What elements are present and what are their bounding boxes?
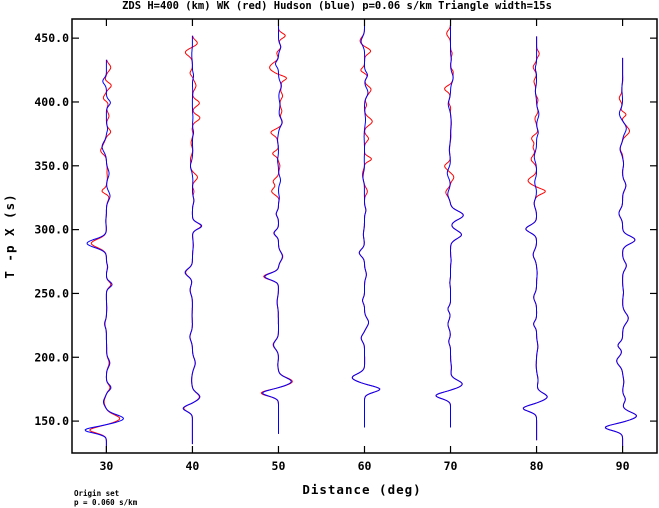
footer-ray-parameter: p = 0.060 s/km	[74, 498, 138, 507]
x-tick-label: 70	[444, 459, 458, 473]
y-tick-label: 250.0	[34, 286, 69, 300]
trace-wk-60	[351, 23, 381, 428]
x-tick-label: 60	[358, 459, 372, 473]
trace-hudson-50	[262, 22, 292, 434]
y-tick-label: 450.0	[34, 31, 69, 45]
y-tick-label: 400.0	[34, 95, 69, 109]
trace-hudson-30	[84, 59, 124, 453]
y-axis-label: T -p X (s)	[2, 193, 17, 278]
x-tick-label: 90	[616, 459, 630, 473]
trace-hudson-40	[182, 35, 203, 445]
y-tick-label: 200.0	[34, 350, 69, 364]
trace-layer	[84, 22, 637, 453]
plot-frame	[71, 18, 658, 454]
trace-wk-50	[260, 22, 293, 434]
x-axis-label: Distance (deg)	[302, 482, 421, 497]
x-tick-label: 80	[530, 459, 544, 473]
trace-hudson-80	[522, 36, 548, 441]
y-tick-label: 300.0	[34, 223, 69, 237]
y-tick-label: 150.0	[34, 414, 69, 428]
trace-wk-30	[89, 59, 121, 453]
x-tick-label: 40	[186, 459, 200, 473]
trace-wk-90	[604, 57, 637, 447]
trace-hudson-90	[604, 57, 637, 447]
y-tick-label: 350.0	[34, 159, 69, 173]
x-tick-label: 30	[99, 459, 113, 473]
trace-hudson-70	[435, 23, 464, 428]
trace-wk-70	[435, 23, 464, 428]
trace-hudson-60	[351, 23, 381, 428]
tick-layer: 30 40 50 60 70 80 90 150.0 200.0 250.0 300.0 350.0 4…	[34, 19, 657, 473]
x-tick-label: 50	[272, 459, 286, 473]
trace-wk-80	[522, 36, 548, 441]
footer-origin: Origin set	[74, 489, 119, 498]
chart-title: ZDS H=400 (km) WK (red) Hudson (blue) p=…	[122, 0, 552, 12]
